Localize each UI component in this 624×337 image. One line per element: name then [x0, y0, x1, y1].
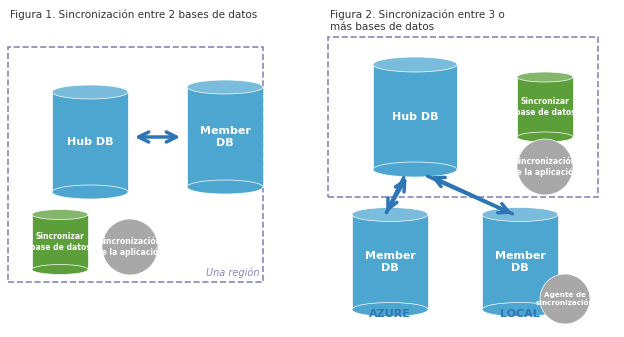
- Text: AZURE: AZURE: [369, 309, 411, 319]
- Text: Una región: Una región: [205, 268, 259, 278]
- Polygon shape: [482, 214, 558, 309]
- Text: Sincronizar
base de datos: Sincronizar base de datos: [29, 232, 90, 252]
- Text: LOCAL: LOCAL: [500, 309, 540, 319]
- Ellipse shape: [52, 85, 128, 99]
- Text: Hub DB: Hub DB: [67, 137, 113, 147]
- Text: Figura 1. Sincronización entre 2 bases de datos: Figura 1. Sincronización entre 2 bases d…: [10, 10, 257, 21]
- Ellipse shape: [352, 208, 428, 221]
- Text: Member
DB: Member DB: [200, 126, 250, 148]
- Ellipse shape: [482, 303, 558, 316]
- Ellipse shape: [52, 185, 128, 199]
- Circle shape: [102, 219, 158, 275]
- Ellipse shape: [187, 180, 263, 194]
- Ellipse shape: [187, 80, 263, 94]
- Polygon shape: [52, 92, 128, 192]
- Ellipse shape: [352, 303, 428, 316]
- Polygon shape: [32, 214, 88, 270]
- Polygon shape: [187, 87, 263, 187]
- Circle shape: [517, 139, 573, 195]
- Circle shape: [540, 274, 590, 324]
- Ellipse shape: [32, 210, 88, 219]
- Text: Member
DB: Member DB: [364, 251, 416, 273]
- Text: Sincronización
de la aplicación: Sincronización de la aplicación: [96, 237, 164, 257]
- Text: Member
DB: Member DB: [495, 251, 545, 273]
- Text: Agente de
sincronización: Agente de sincronización: [535, 292, 594, 306]
- Text: Figura 2. Sincronización entre 3 o
más bases de datos: Figura 2. Sincronización entre 3 o más b…: [330, 10, 505, 32]
- Polygon shape: [517, 77, 573, 137]
- Text: Sincronización
de la aplicación: Sincronización de la aplicación: [511, 157, 579, 177]
- Ellipse shape: [373, 162, 457, 177]
- Ellipse shape: [517, 72, 573, 82]
- Polygon shape: [373, 64, 457, 170]
- Ellipse shape: [517, 132, 573, 142]
- Text: Hub DB: Hub DB: [392, 112, 438, 122]
- Ellipse shape: [482, 208, 558, 221]
- Ellipse shape: [373, 57, 457, 72]
- Ellipse shape: [32, 265, 88, 275]
- Text: Sincronizar
base de datos: Sincronizar base de datos: [515, 97, 575, 117]
- Polygon shape: [352, 214, 428, 309]
